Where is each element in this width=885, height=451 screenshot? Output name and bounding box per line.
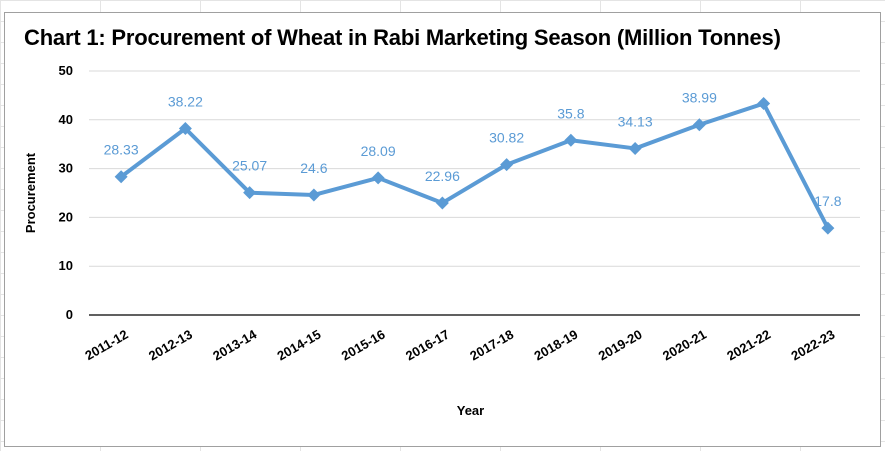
- data-point: [307, 188, 321, 202]
- x-tick-label: 2013-14: [210, 326, 259, 363]
- x-tick-label: 2011-12: [82, 327, 130, 363]
- x-tick-label: 2019-20: [596, 327, 645, 364]
- data-point: [243, 186, 257, 200]
- x-axis-title: Year: [457, 403, 484, 418]
- data-point: [114, 170, 128, 184]
- data-label: 38.99: [682, 90, 717, 106]
- y-tick-label: 40: [59, 112, 73, 127]
- data-point: [500, 158, 514, 172]
- data-point: [628, 141, 642, 155]
- y-tick-label: 50: [59, 63, 73, 78]
- data-point: [435, 196, 449, 210]
- y-tick-label: 30: [59, 161, 73, 176]
- x-tick-label: 2017-18: [467, 327, 516, 364]
- x-tick-label: 2020-21: [660, 327, 709, 364]
- data-label: 17.8: [814, 193, 841, 209]
- data-label: 34.13: [618, 113, 653, 129]
- data-point: [692, 118, 706, 132]
- x-tick-label: 2012-13: [146, 327, 195, 364]
- data-label: 30.82: [489, 130, 524, 146]
- data-label: 35.8: [557, 105, 584, 121]
- data-label: 25.07: [232, 158, 267, 174]
- x-tick-label: 2022-23: [789, 327, 838, 364]
- y-tick-label: 0: [66, 307, 73, 322]
- y-tick-label: 10: [59, 258, 73, 273]
- y-axis-title: Procurement: [23, 152, 38, 233]
- data-label: 28.33: [104, 142, 139, 158]
- data-point: [821, 221, 835, 235]
- x-tick-label: 2021-22: [724, 327, 773, 364]
- data-point: [371, 171, 385, 185]
- data-point: [564, 133, 578, 147]
- chart-title: Chart 1: Procurement of Wheat in Rabi Ma…: [24, 25, 781, 50]
- series-line: [119, 101, 830, 231]
- data-label: 28.09: [361, 143, 396, 159]
- y-tick-label: 20: [59, 209, 73, 224]
- x-tick-label: 2018-19: [532, 327, 581, 364]
- x-tick-label: 2014-15: [275, 327, 324, 364]
- data-label: 22.96: [425, 168, 460, 184]
- data-label: 24.6: [300, 160, 327, 176]
- x-tick-label: 2015-16: [339, 327, 388, 364]
- data-point: [178, 121, 192, 135]
- line-chart: 0 10 20 30 40 50 2011-12 2012-13 2013-14 2014-15 2…: [23, 63, 860, 418]
- data-label: 38.22: [168, 93, 203, 109]
- chart-area[interactable]: Chart 1: Procurement of Wheat in Rabi Ma…: [4, 12, 881, 447]
- data-point: [757, 97, 771, 111]
- x-tick-label: 2016-17: [403, 327, 452, 364]
